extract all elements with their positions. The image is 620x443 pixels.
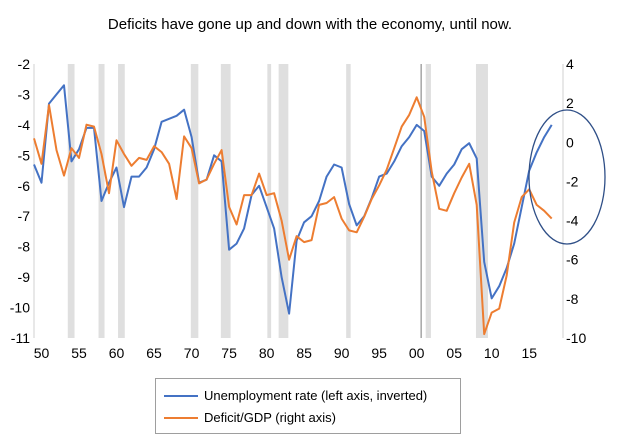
recession-band-3 [190, 64, 199, 338]
x-tick-label: 65 [146, 345, 162, 361]
highlight-annotation [528, 109, 606, 245]
unemployment-line [33, 84, 553, 315]
left-tick-label: -7 [18, 208, 31, 224]
right-tick-label: -10 [566, 330, 586, 346]
left-tick-label: -9 [18, 269, 31, 285]
x-tick-label: 80 [259, 345, 275, 361]
recession-band-0 [67, 64, 75, 338]
x-tick-label: 15 [521, 345, 537, 361]
legend-label-unemployment: Unemployment rate (left axis, inverted) [204, 388, 428, 403]
right-tick-label: -6 [566, 252, 579, 268]
x-tick-label: 55 [71, 345, 87, 361]
x-tick-label: 90 [334, 345, 350, 361]
x-tick-label: 50 [34, 345, 50, 361]
x-tick-label: 10 [484, 345, 500, 361]
right-tick-label: -8 [566, 291, 579, 307]
right-tick-label: -4 [566, 213, 579, 229]
left-tick-label: -6 [18, 178, 31, 194]
x-tick-label: 05 [446, 345, 462, 361]
x-tick-label: 00 [409, 345, 425, 361]
chart-title: Deficits have gone up and down with the … [107, 16, 513, 33]
right-tick-label: 4 [566, 56, 574, 72]
recession-band-6 [278, 64, 289, 338]
legend-swatch-deficit [164, 416, 198, 419]
recession-bands [67, 64, 488, 338]
x-tick-label: 70 [184, 345, 200, 361]
recession-band-8 [425, 64, 431, 338]
legend: Unemployment rate (left axis, inverted) … [155, 378, 461, 434]
left-tick-label: -5 [18, 147, 31, 163]
left-tick-label: -10 [10, 300, 30, 316]
x-tick-label: 75 [221, 345, 237, 361]
legend-label-deficit: Deficit/GDP (right axis) [204, 410, 336, 425]
right-axis-ticks: 4 2 0 -2 -4 -6 -8 -10 [566, 56, 586, 346]
right-tick-label: 0 [566, 134, 574, 150]
legend-swatch-unemployment [164, 394, 198, 397]
series-lines [33, 84, 553, 336]
left-tick-label: -4 [18, 117, 31, 133]
right-tick-label: 2 [566, 95, 574, 111]
left-tick-label: -8 [18, 239, 31, 255]
deficit-line [33, 96, 553, 336]
x-tick-label: 60 [109, 345, 125, 361]
left-axis-ticks: -2 -3 -4 -5 -6 -7 -8 -9 -10 -11 [10, 56, 30, 346]
legend-item-unemployment: Unemployment rate (left axis, inverted) [164, 388, 427, 403]
highlight-ellipse [528, 109, 606, 245]
x-tick-label: 95 [371, 345, 387, 361]
recession-band-5 [267, 64, 272, 338]
x-axis-ticks: 50 55 60 65 70 75 80 85 90 95 00 05 10 15 [34, 345, 538, 361]
x-tick-label: 85 [296, 345, 312, 361]
recession-band-2 [118, 64, 125, 338]
left-tick-label: -11 [11, 330, 30, 346]
left-tick-label: -2 [18, 56, 31, 72]
left-tick-label: -3 [18, 86, 31, 102]
right-tick-label: -2 [566, 173, 579, 189]
legend-item-deficit: Deficit/GDP (right axis) [164, 410, 336, 425]
